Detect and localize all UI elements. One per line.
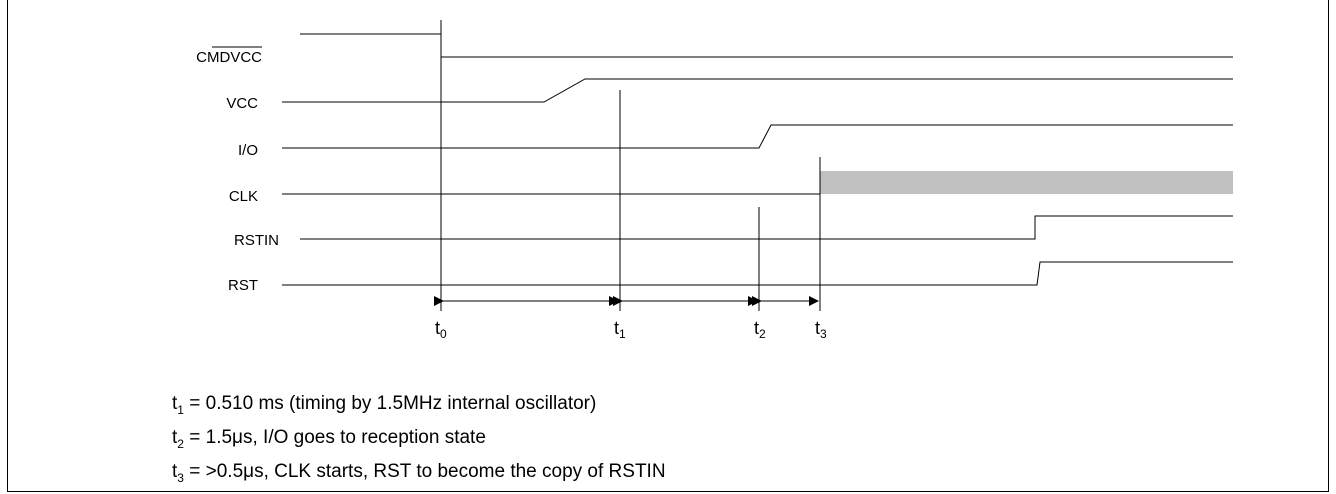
note-t2: t2 = 1.5μs, I/O goes to reception state (172, 426, 486, 451)
note-t1: t1 = 0.510 ms (timing by 1.5MHz internal… (172, 393, 597, 417)
signal-label-rst: RST (228, 277, 258, 294)
time-label-t1: t1 (614, 318, 626, 341)
time-label-t2: t2 (754, 318, 766, 341)
timing-notes: t1 = 0.510 ms (timing by 1.5MHz internal… (172, 390, 666, 491)
signal-label-io: I/O (238, 142, 258, 159)
diagram-frame (7, 0, 1329, 492)
waveform-cmdvcc (300, 33, 1233, 58)
waveform-rst (282, 261, 1233, 286)
signal-label-clk: CLK (229, 188, 258, 205)
clk-active-region (820, 171, 1233, 194)
signal-label-vcc: VCC (226, 95, 258, 112)
time-label-t3: t3 (815, 318, 827, 341)
waveform-io (282, 124, 1233, 149)
time-label-t0: t0 (435, 318, 447, 341)
signal-label-rstin: RSTIN (234, 232, 279, 249)
waveform-rstin (300, 215, 1233, 240)
signal-label-cmdvcc: CMDVCC (196, 49, 262, 66)
waveform-vcc (282, 78, 1233, 103)
note-t3: t3 = >0.5μs, CLK starts, RST to become t… (172, 460, 666, 485)
